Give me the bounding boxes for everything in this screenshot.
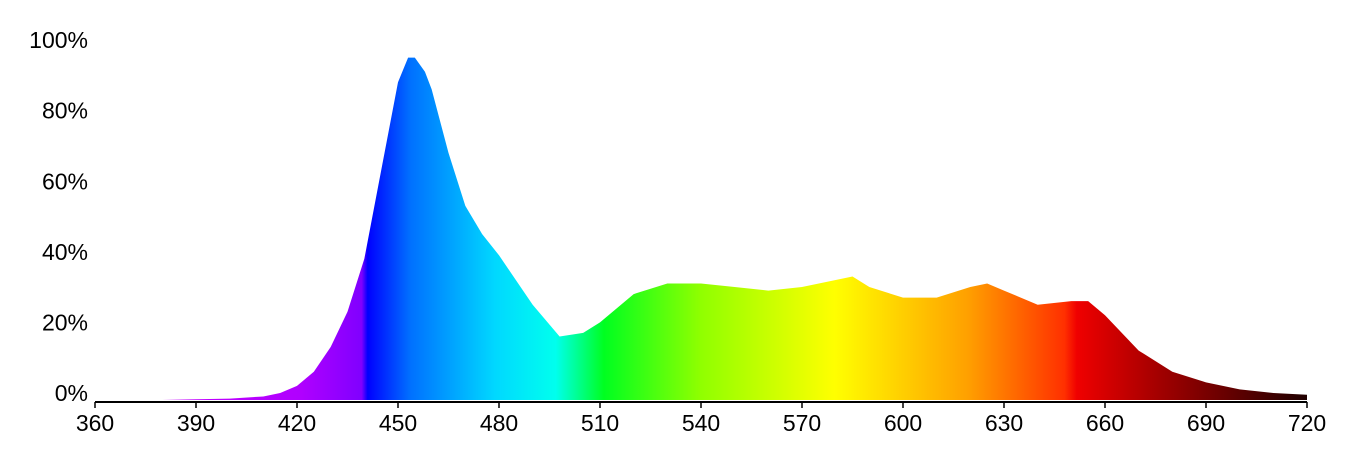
x-tick-label: 450 <box>379 410 417 436</box>
x-tick-label: 570 <box>783 410 821 436</box>
x-tick-label: 720 <box>1288 410 1326 436</box>
x-tick-label: 600 <box>884 410 922 436</box>
x-tick-label: 660 <box>1086 410 1124 436</box>
y-tick-label: 80% <box>42 98 88 124</box>
y-tick-label: 40% <box>42 239 88 265</box>
spectrum-area <box>95 57 1307 401</box>
x-tick-label: 480 <box>480 410 518 436</box>
x-tick-label: 420 <box>278 410 316 436</box>
y-tick-label: 0% <box>55 380 88 406</box>
x-tick-label: 390 <box>177 410 215 436</box>
x-tick-label: 510 <box>581 410 619 436</box>
y-tick-label: 20% <box>42 309 88 335</box>
x-tick-label: 690 <box>1187 410 1225 436</box>
y-tick-label: 100% <box>29 27 88 53</box>
x-tick-label: 360 <box>76 410 114 436</box>
x-tick-label: 630 <box>985 410 1023 436</box>
y-tick-label: 60% <box>42 168 88 194</box>
x-tick-label: 540 <box>682 410 720 436</box>
